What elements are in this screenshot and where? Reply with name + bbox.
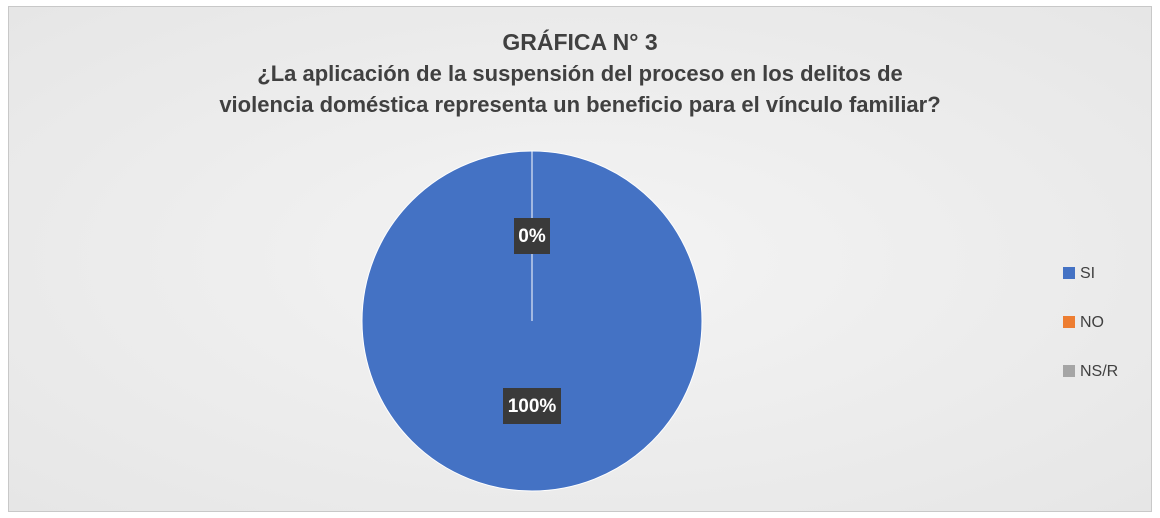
legend-label: NS/R [1080, 363, 1118, 380]
legend-swatch [1063, 316, 1075, 328]
legend-swatch [1063, 267, 1075, 279]
legend-swatch [1063, 365, 1075, 377]
data-label-box [503, 388, 561, 424]
chart-subtitle: ¿La aplicación de la suspensión del proc… [219, 61, 941, 117]
titles: GRÁFICA N° 3 ¿La aplicación de la suspen… [9, 29, 1151, 120]
legend-label: SI [1080, 265, 1095, 282]
chart-frame: GRÁFICA N° 3 ¿La aplicación de la suspen… [8, 6, 1152, 512]
data-label: 0% [518, 226, 546, 247]
legend-label: NO [1080, 314, 1104, 331]
data-label-box [514, 218, 550, 254]
chart-title: GRÁFICA N° 3 [502, 29, 658, 55]
data-label: 100% [508, 396, 557, 417]
